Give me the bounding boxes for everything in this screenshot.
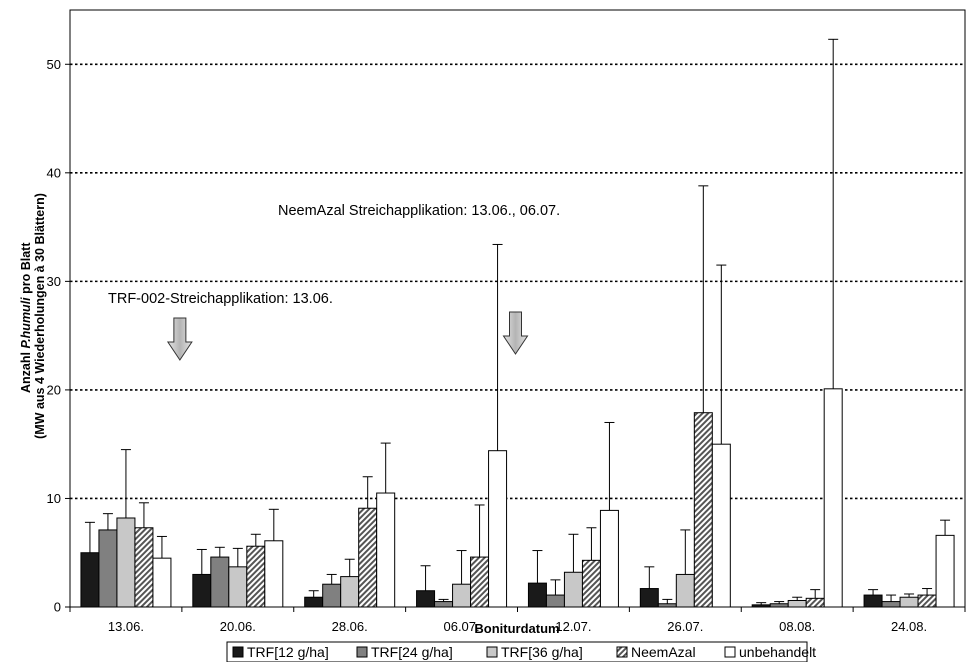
- y-tick-label: 30: [47, 274, 61, 289]
- bar: [416, 590, 436, 608]
- bar: [599, 509, 619, 608]
- bar: [434, 601, 454, 608]
- gridlines: [70, 63, 965, 500]
- x-tick-label: 12.07.: [555, 619, 591, 634]
- y-tick-label: 40: [47, 165, 61, 180]
- legend-swatch: [356, 646, 368, 658]
- bar: [304, 596, 324, 608]
- bar: [116, 517, 136, 608]
- bar: [935, 534, 955, 608]
- bar: [98, 529, 118, 608]
- x-tick-label: 13.06.: [108, 619, 144, 634]
- y-axis-label: Anzahl P.humuli pro Blatt (MW aus 4 Wied…: [19, 193, 47, 439]
- bar: [152, 557, 172, 608]
- bar: [228, 566, 248, 608]
- bar: [264, 540, 284, 608]
- bar: [545, 594, 565, 608]
- annotation-arrow: [502, 311, 529, 355]
- bar: [693, 412, 713, 608]
- error-bars: [84, 38, 951, 605]
- bar: [563, 571, 583, 608]
- annotation-arrow: [166, 317, 193, 361]
- bar: [639, 588, 659, 608]
- legend-label: TRF[36 g/ha]: [501, 644, 583, 660]
- annotations: TRF-002-Streichapplikation: 13.06. NeemAz…: [108, 203, 560, 361]
- x-tick-label: 06.07.: [443, 619, 479, 634]
- bar: [376, 492, 396, 608]
- bars: [80, 388, 955, 608]
- legend-swatch: [616, 646, 628, 658]
- bar: [322, 583, 342, 608]
- x-tick-label: 08.08.: [779, 619, 815, 634]
- legend-label: TRF[12 g/ha]: [247, 644, 329, 660]
- axes: 0 10 20 30 40 50 13.06. 20.06. 28.06. 06.07. 12.07…: [47, 9, 966, 634]
- y-tick-label: 20: [47, 382, 61, 397]
- legend-box: [226, 641, 808, 662]
- bar: [340, 576, 360, 608]
- bar: [488, 450, 508, 608]
- y-tick-label: 10: [47, 491, 61, 506]
- legend-swatch: [232, 646, 244, 658]
- x-tick-label: 24.08.: [891, 619, 927, 634]
- legend-label: NeemAzal: [631, 644, 696, 660]
- bar: [80, 552, 100, 608]
- bar: [899, 596, 919, 608]
- bar: [917, 594, 937, 608]
- bar: [581, 559, 601, 608]
- bar: [881, 601, 901, 608]
- bar: [210, 556, 230, 608]
- bar: [675, 573, 695, 608]
- y-tick-label: 50: [47, 57, 61, 72]
- bar: [805, 597, 825, 608]
- x-tick-label: 26.07.: [667, 619, 703, 634]
- x-tick-label: 20.06.: [220, 619, 256, 634]
- annotation-text: NeemAzal Streichapplikation: 13.06., 06.…: [278, 203, 560, 219]
- legend-swatch: [486, 646, 498, 658]
- bar: [711, 443, 731, 608]
- bar: [192, 573, 212, 608]
- x-axis-label: Boniturdatum: [474, 621, 559, 636]
- legend-swatch: [724, 646, 736, 658]
- legend-label: TRF[24 g/ha]: [371, 644, 453, 660]
- bar: [358, 507, 378, 608]
- y-tick-label: 0: [54, 600, 61, 615]
- bar: [246, 545, 266, 608]
- annotation-text: TRF-002-Streichapplikation: 13.06.: [108, 291, 333, 307]
- bar: [452, 583, 472, 608]
- bar: [470, 556, 490, 608]
- legend-label: unbehandelt: [739, 644, 816, 660]
- bar: [787, 599, 807, 608]
- bar: [527, 582, 547, 608]
- bar: [823, 388, 843, 608]
- legend: TRF[12 g/ha] TRF[24 g/ha] TRF[36 g/ha] Neem…: [226, 641, 816, 662]
- bar: [134, 527, 154, 608]
- x-tick-label: 28.06.: [332, 619, 368, 634]
- bar: [863, 594, 883, 608]
